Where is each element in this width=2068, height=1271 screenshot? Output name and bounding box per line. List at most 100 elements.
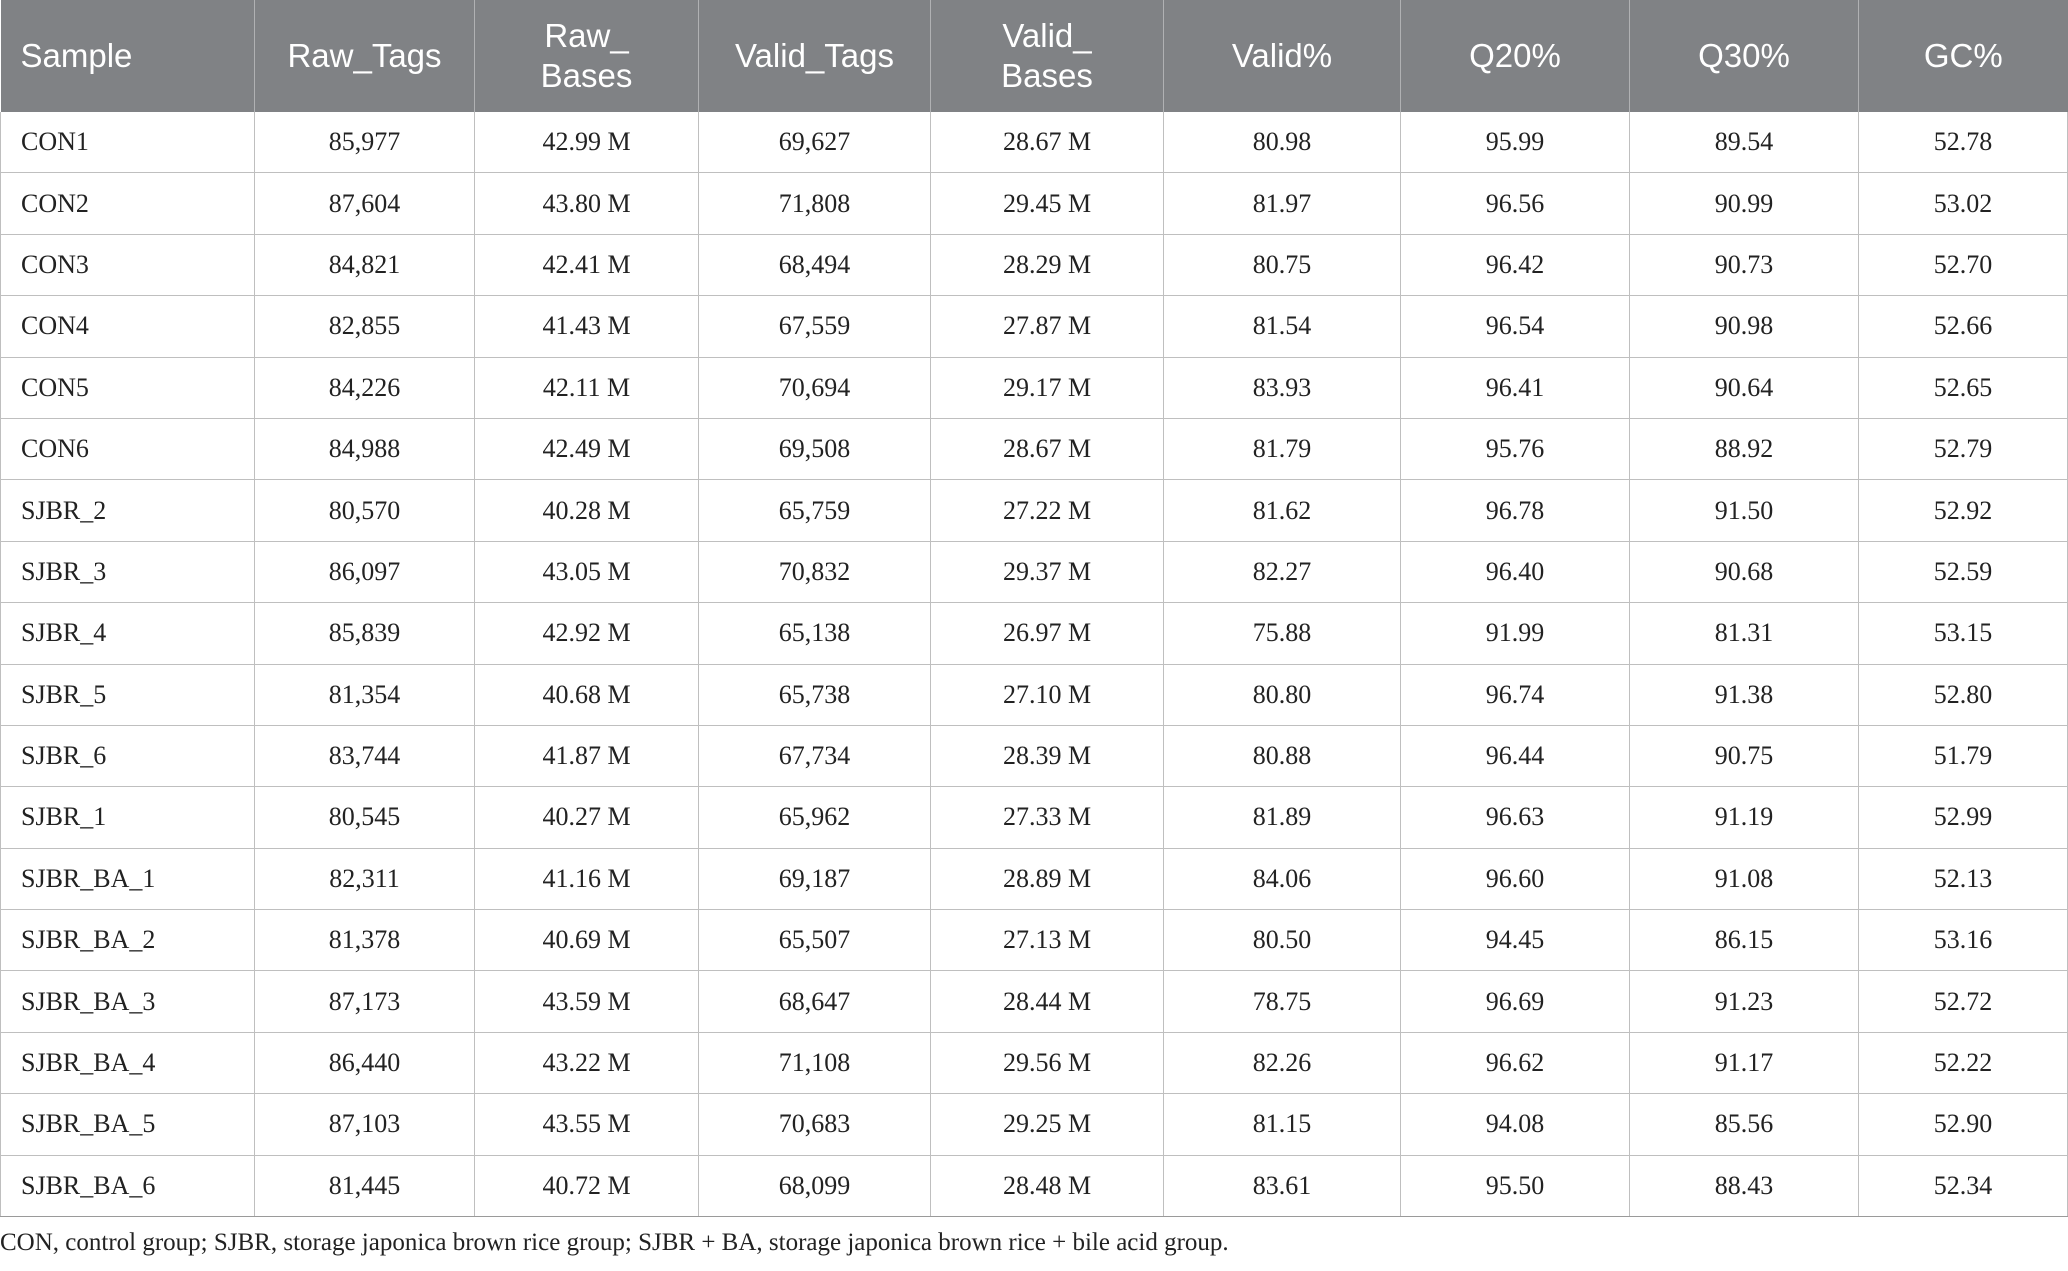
- table-cell: 88.92: [1629, 418, 1859, 481]
- table-cell: 87,604: [254, 172, 475, 235]
- table-cell: 28.89 M: [930, 848, 1164, 911]
- table-cell: 81,445: [254, 1155, 475, 1218]
- table-cell: 81.89: [1163, 786, 1401, 849]
- table-cell: 91.08: [1629, 848, 1859, 911]
- table-cell: 80.80: [1163, 664, 1401, 726]
- table-cell: 96.56: [1400, 172, 1630, 235]
- table-cell: 80.75: [1163, 234, 1401, 297]
- sample-name-cell: CON3: [0, 234, 255, 297]
- table-cell: 29.17 M: [930, 357, 1164, 419]
- table-cell: 41.43 M: [474, 295, 699, 358]
- column-header: Valid_Tags: [698, 0, 931, 112]
- table-cell: 84.06: [1163, 848, 1401, 911]
- table-cell: 70,832: [698, 541, 931, 604]
- table-cell: 43.05 M: [474, 541, 699, 604]
- sample-name-cell: SJBR_3: [0, 541, 255, 604]
- sample-name-cell: SJBR_2: [0, 479, 255, 542]
- column-header-label: Bases: [540, 57, 633, 94]
- header-row: Sample Raw_Tags Raw_ Bases Valid_Tags Valid_ B…: [0, 0, 2068, 112]
- table-cell: 85,977: [254, 112, 475, 174]
- table-cell: 96.44: [1400, 725, 1630, 788]
- table-cell: 95.76: [1400, 418, 1630, 481]
- column-header-label: Q30%: [1698, 37, 1790, 74]
- table-cell: 52.13: [1858, 848, 2068, 911]
- table-cell: 52.79: [1858, 418, 2068, 481]
- sample-name-cell: CON4: [0, 295, 255, 358]
- table-cell: 94.45: [1400, 909, 1630, 972]
- table-cell: 29.45 M: [930, 172, 1164, 235]
- table-cell: 41.87 M: [474, 725, 699, 788]
- table-cell: 42.99 M: [474, 112, 699, 174]
- table-cell: 52.92: [1858, 479, 2068, 542]
- table-cell: 53.02: [1858, 172, 2068, 235]
- sample-name-cell: SJBR_1: [0, 786, 255, 849]
- table-cell: 43.59 M: [474, 970, 699, 1033]
- table-cell: 52.66: [1858, 295, 2068, 358]
- table-cell: 95.99: [1400, 112, 1630, 174]
- table-cell: 96.78: [1400, 479, 1630, 542]
- table-cell: 29.25 M: [930, 1093, 1164, 1156]
- table-cell: 81.62: [1163, 479, 1401, 542]
- table-cell: 96.74: [1400, 664, 1630, 726]
- table-cell: 80,570: [254, 479, 475, 542]
- table-cell: 28.44 M: [930, 970, 1164, 1033]
- column-header-label: Valid%: [1231, 37, 1333, 74]
- table-cell: 28.29 M: [930, 234, 1164, 297]
- table-cell: 81.31: [1629, 602, 1859, 665]
- table-cell: 80.88: [1163, 725, 1401, 788]
- table-cell: 28.39 M: [930, 725, 1164, 788]
- table-cell: 40.28 M: [474, 479, 699, 542]
- table-cell: 27.33 M: [930, 786, 1164, 849]
- table-cell: 29.56 M: [930, 1032, 1164, 1095]
- table-row: SJBR_1 80,545 40.27 M 65,962 27.33 M 81.89 96.…: [0, 786, 2068, 849]
- table-row: SJBR_BA_2 81,378 40.69 M 65,507 27.13 M 80.50…: [0, 909, 2068, 972]
- table-cell: 91.23: [1629, 970, 1859, 1033]
- table-cell: 27.10 M: [930, 664, 1164, 726]
- sample-name-cell: SJBR_BA_5: [0, 1093, 255, 1156]
- table-cell: 40.69 M: [474, 909, 699, 972]
- table-cell: 90.64: [1629, 357, 1859, 419]
- sample-name-cell: CON6: [0, 418, 255, 481]
- table-cell: 27.87 M: [930, 295, 1164, 358]
- table-cell: 42.11 M: [474, 357, 699, 419]
- table-cell: 81.79: [1163, 418, 1401, 481]
- table-cell: 41.16 M: [474, 848, 699, 911]
- table-row: CON4 82,855 41.43 M 67,559 27.87 M 81.54 96.54…: [0, 295, 2068, 358]
- column-header-label: Q20%: [1469, 37, 1561, 74]
- table-cell: 65,962: [698, 786, 931, 849]
- table-cell: 80.50: [1163, 909, 1401, 972]
- sample-name-cell: SJBR_BA_1: [0, 848, 255, 911]
- table-cell: 86.15: [1629, 909, 1859, 972]
- table-header: Sample Raw_Tags Raw_ Bases Valid_Tags Valid_ B…: [0, 0, 2068, 112]
- table-cell: 96.60: [1400, 848, 1630, 911]
- table-cell: 71,808: [698, 172, 931, 235]
- table-cell: 80.98: [1163, 112, 1401, 174]
- table-cell: 29.37 M: [930, 541, 1164, 604]
- table-row: SJBR_5 81,354 40.68 M 65,738 27.10 M 80.80 96.…: [0, 664, 2068, 726]
- table-cell: 42.92 M: [474, 602, 699, 665]
- table-cell: 95.50: [1400, 1155, 1630, 1218]
- table-cell: 83,744: [254, 725, 475, 788]
- table-row: CON3 84,821 42.41 M 68,494 28.29 M 80.75 96.42…: [0, 234, 2068, 297]
- column-header: Raw_Tags: [254, 0, 475, 112]
- table-cell: 84,821: [254, 234, 475, 297]
- table-cell: 90.75: [1629, 725, 1859, 788]
- table-cell: 52.65: [1858, 357, 2068, 419]
- table-cell: 96.62: [1400, 1032, 1630, 1095]
- table-row: CON2 87,604 43.80 M 71,808 29.45 M 81.97 96.56…: [0, 172, 2068, 235]
- table-cell: 27.22 M: [930, 479, 1164, 542]
- table-cell: 52.80: [1858, 664, 2068, 726]
- table-cell: 96.54: [1400, 295, 1630, 358]
- sample-name-cell: CON1: [0, 112, 255, 174]
- table-cell: 96.40: [1400, 541, 1630, 604]
- table-cell: 91.19: [1629, 786, 1859, 849]
- column-header: Sample: [0, 0, 255, 112]
- table-cell: 53.16: [1858, 909, 2068, 972]
- table-cell: 28.48 M: [930, 1155, 1164, 1218]
- table-cell: 43.55 M: [474, 1093, 699, 1156]
- table-cell: 82,311: [254, 848, 475, 911]
- table-cell: 52.34: [1858, 1155, 2068, 1218]
- sample-name-cell: CON2: [0, 172, 255, 235]
- table-cell: 84,226: [254, 357, 475, 419]
- sample-name-cell: SJBR_BA_6: [0, 1155, 255, 1218]
